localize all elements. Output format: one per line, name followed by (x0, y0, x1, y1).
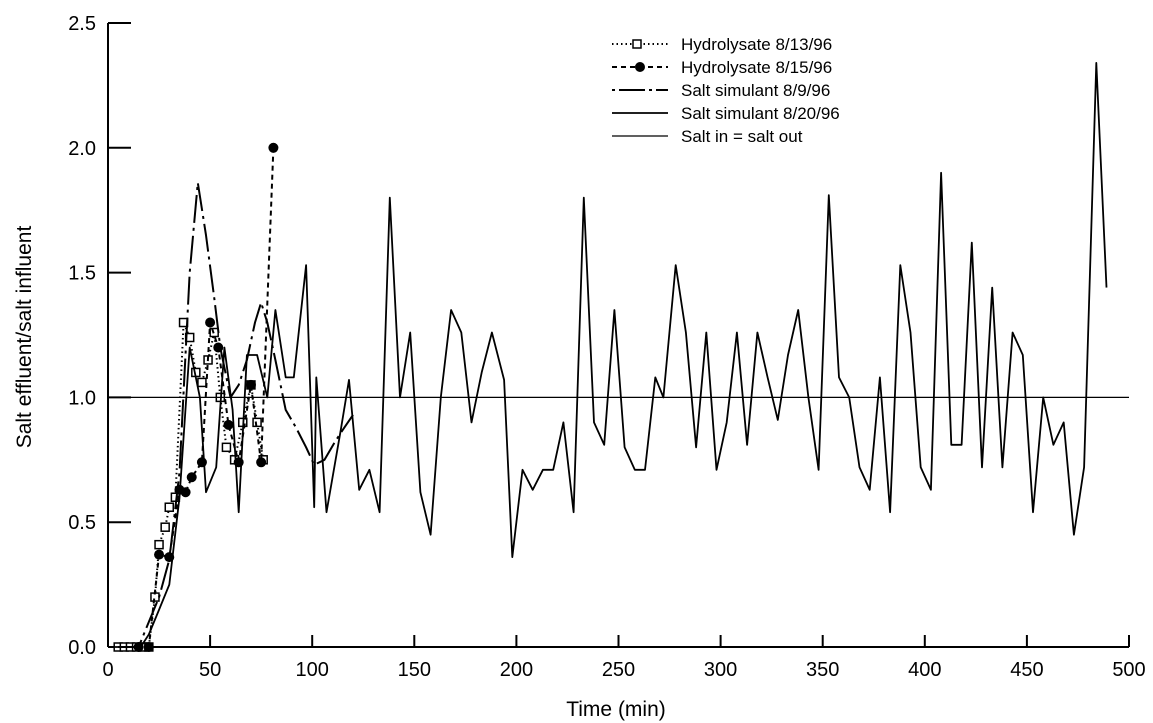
legend-item-salt-simulant-8-9-96: Salt simulant 8/9/96 (612, 81, 830, 100)
x-tick-label: 200 (500, 659, 533, 681)
series-layer (108, 62, 1129, 652)
legend-label: Salt in = salt out (681, 127, 803, 146)
series-line (114, 62, 1108, 648)
legend-marker (632, 39, 642, 49)
x-tick-label: 500 (1112, 659, 1145, 681)
legend-item-salt-simulant-8-20-96: Salt simulant 8/20/96 (612, 104, 840, 123)
y-tick-label: 2.5 (68, 13, 96, 35)
x-tick-label: 0 (102, 659, 113, 681)
x-tick-label: 400 (908, 659, 941, 681)
x-axis-title: Time (min) (566, 698, 666, 721)
data-point (160, 522, 170, 532)
x-tick-label: 50 (199, 659, 221, 681)
legend-item-hydrolysate-8-13-96: Hydrolysate 8/13/96 (612, 35, 832, 54)
data-point (197, 377, 207, 388)
data-point (223, 419, 234, 430)
data-point (180, 487, 191, 498)
series-line (118, 181, 354, 648)
legend-item-hydrolysate-8-15-96: Hydrolysate 8/15/96 (612, 58, 832, 77)
y-axis-title: Salt effluent/salt influent (13, 226, 36, 449)
legend-item-salt-in-salt-out: Salt in = salt out (612, 127, 803, 146)
series-salt-simulant-8-9-96 (118, 181, 354, 648)
y-tick-label: 1.5 (68, 263, 96, 285)
x-tick-label: 250 (602, 659, 635, 681)
legend-label: Hydrolysate 8/13/96 (681, 35, 832, 54)
data-point (154, 549, 165, 560)
y-tick-label: 0.5 (68, 512, 96, 534)
legend-label: Hydrolysate 8/15/96 (681, 58, 832, 77)
data-point (221, 442, 232, 453)
x-tick-label: 150 (398, 659, 431, 681)
series-line (118, 321, 265, 648)
y-tick-label: 0.0 (68, 637, 96, 659)
data-point (205, 317, 216, 328)
axes: 0 50 100 150 200 250 300 350 400 450 500 0.0 0.5 1.0 1… (68, 13, 1146, 681)
data-point (164, 502, 175, 512)
data-point (143, 642, 154, 652)
legend-label: Salt simulant 8/9/96 (681, 81, 830, 100)
x-tick-label: 100 (296, 659, 329, 681)
data-point (268, 142, 279, 153)
data-point (196, 457, 207, 468)
data-point (154, 539, 164, 550)
data-point (186, 472, 197, 483)
data-point (245, 379, 256, 390)
legend-marker (635, 62, 645, 72)
legend-label: Salt simulant 8/20/96 (681, 104, 840, 123)
y-tick-label: 2.0 (68, 138, 96, 160)
x-tick-label: 350 (806, 659, 839, 681)
legend: Hydrolysate 8/13/96 Hydrolysate 8/15/96 Sa… (612, 35, 840, 146)
y-tick-label: 1.0 (68, 387, 96, 409)
x-tick-label: 450 (1010, 659, 1043, 681)
data-point (256, 457, 267, 468)
x-tick-label: 300 (704, 659, 737, 681)
series-salt-simulant-8-20-96 (114, 62, 1108, 648)
